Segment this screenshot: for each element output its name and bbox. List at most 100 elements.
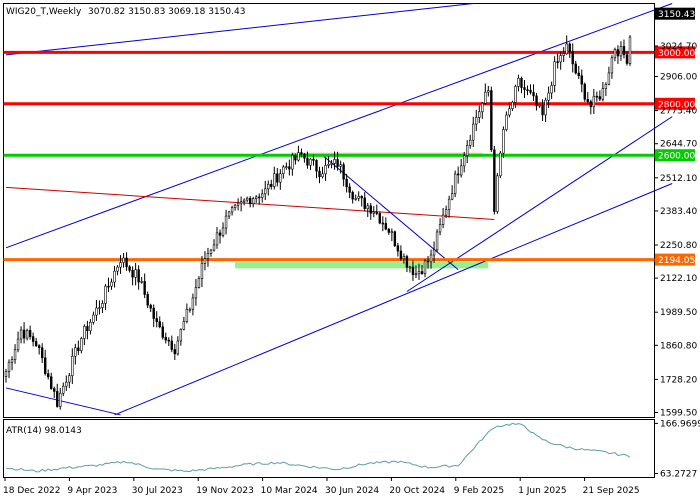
candle-body [264,188,267,195]
candle-body [59,392,62,407]
candle-body [469,139,472,146]
candle-body [161,326,164,338]
candle-body [273,173,276,187]
price-pane: 3000.00 2800.00 2600.00 2194.05 WIG20_T,Wee… [3,3,697,418]
candle-body [604,83,608,89]
candle-body [258,196,261,199]
candle-body [212,244,216,251]
candle-body [255,196,258,199]
candle-body [393,231,397,247]
price-tick-label: 2250.80 [660,241,697,251]
candle-body [152,307,155,319]
candle-body [378,213,381,224]
candle-body [375,211,378,214]
candle-body [381,222,385,225]
candle-body [89,321,92,332]
candle-body [369,205,372,214]
time-tick-label: 20 Oct 2024 [389,486,445,496]
candle-body [610,57,614,74]
candle-body [535,95,538,107]
candle-body [324,165,327,175]
candle-body [242,199,246,202]
time-tick-label: 19 Nov 2023 [196,486,254,496]
candle-body [490,90,493,151]
level-label-box [655,253,695,266]
candle-body [508,108,511,116]
candle-body [119,262,122,268]
candle-body [544,99,547,116]
candle-body [541,104,544,116]
candle-body [517,77,520,87]
candle-body [520,77,523,88]
candle-body [110,281,113,287]
candle-body [456,173,460,176]
candle-body [167,339,170,342]
candle-body [484,91,487,104]
zone-box [235,261,489,269]
candle-body [209,249,213,254]
candle-body [366,205,369,209]
candle-body [188,308,192,311]
candle-body [182,321,186,330]
candle-body [514,86,517,103]
levels-layer: 3000.00 2800.00 2600.00 2194.05 [3,46,695,266]
candle-body [40,347,44,359]
candle-body [616,49,620,57]
candle-body [83,326,86,339]
candle-body [107,285,110,288]
candle-body [158,321,161,328]
level-label: 2194.05 [658,256,695,266]
candle-body [601,88,605,100]
candle-body [4,371,8,377]
last-price-label: 3150.43 [658,10,695,20]
candle-body [200,263,204,279]
candle-body [589,101,593,108]
candle-body [303,153,306,159]
candle-body [447,198,451,210]
trendline [5,387,121,416]
candle-body [53,388,56,392]
candle-body [143,281,146,295]
candle-body [562,53,565,56]
level-label: 2600.00 [658,152,695,162]
candle-body [239,201,243,204]
candle-body [101,303,104,308]
candle-body [113,270,116,283]
candle-body [384,223,388,230]
candle-body [98,307,101,309]
candle-body [300,152,303,155]
trendline [5,3,673,249]
candle-body [95,307,98,316]
chart-title: WIG20_T,Weekly [6,7,82,17]
candle-body [459,165,463,176]
candle-body [619,46,623,57]
candle-body [435,231,439,251]
price-tick-label: 2773.40 [660,107,697,117]
candle-body [505,114,508,130]
atr-axis: 166.9699 63.2727 [655,419,700,480]
candle-body [327,163,330,166]
candle-body [315,160,318,172]
candle-body [444,209,448,216]
candle-body [336,159,339,167]
candle-body [357,196,360,199]
candle-body [417,271,421,275]
candle-body [607,72,611,85]
candle-body [279,173,282,183]
candle-body [414,273,418,276]
candle-body [285,166,288,168]
candle-body [511,101,514,109]
candle-body [294,155,297,161]
candle-body [387,228,391,233]
price-tick-label: 1860.80 [660,341,697,351]
atr-pane: ATR(14) 98.0143 166.9699 63.2727 [3,419,700,480]
candle-body [218,232,222,236]
candle-body [432,249,436,256]
candle-body [556,61,559,64]
price-tick-label: 1989.50 [660,308,697,318]
candle-body [47,373,50,378]
candle-body [86,326,89,332]
candle-body [453,173,457,194]
candle-body [426,260,430,263]
